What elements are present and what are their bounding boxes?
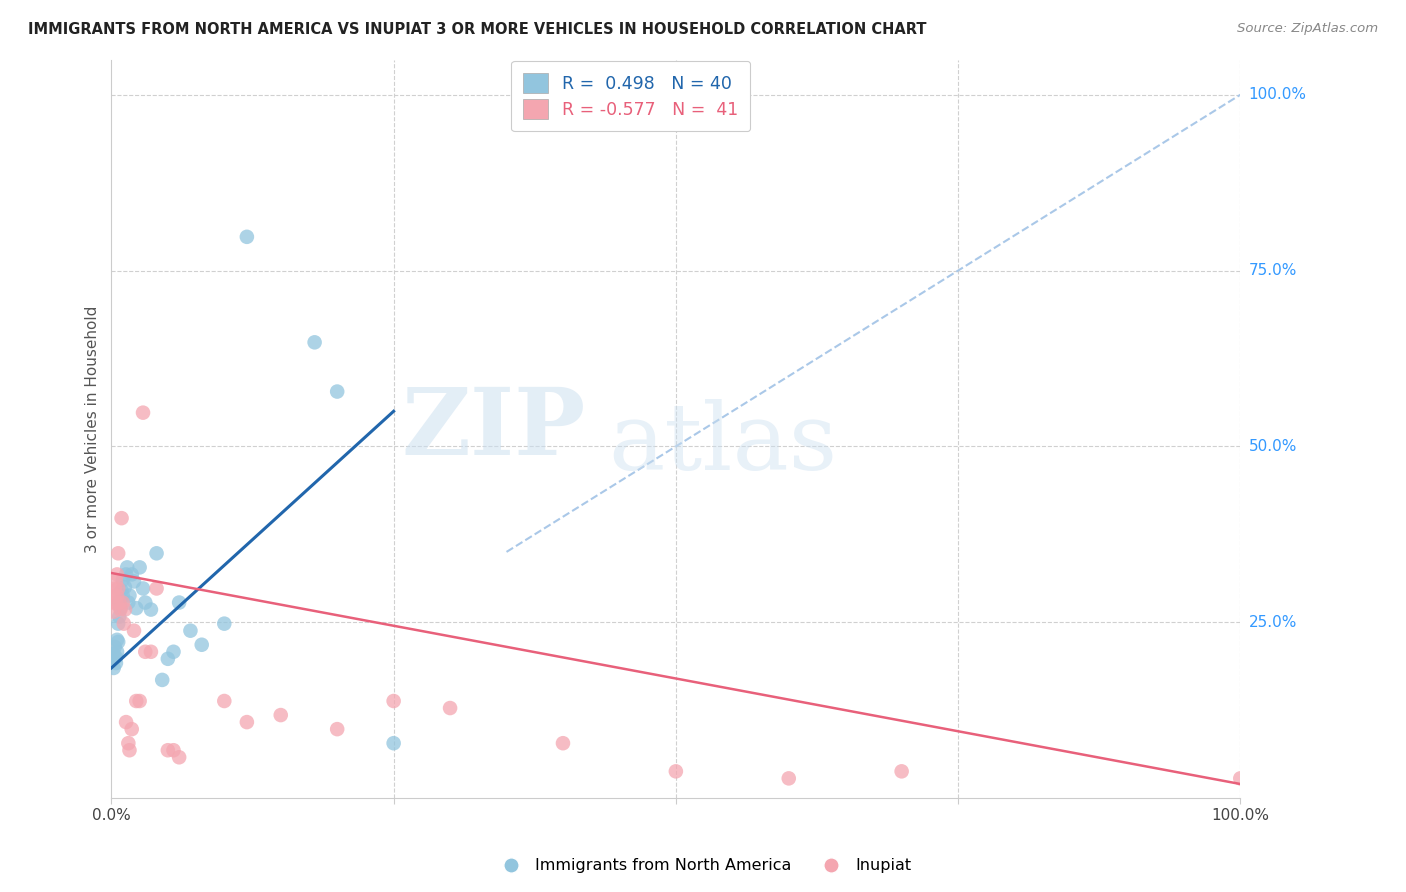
Text: 25.0%: 25.0% (1249, 615, 1296, 630)
Point (190, 638, 212, 652)
Point (778, 772, 800, 786)
Point (101, 596, 124, 610)
Point (162, 743, 184, 757)
Text: 100.0%: 100.0% (1249, 87, 1306, 103)
Point (107, 582, 129, 596)
Point (108, 596, 131, 610)
Point (179, 624, 201, 638)
Point (145, 546, 167, 560)
Point (104, 640, 127, 654)
Point (104, 650, 127, 665)
Point (145, 582, 167, 596)
Point (439, 701, 461, 715)
Point (150, 673, 173, 687)
Point (115, 560, 138, 574)
Point (110, 602, 132, 616)
Text: IMMIGRANTS FROM NORTH AMERICA VS INUPIAT 3 OR MORE VEHICLES IN HOUSEHOLD CORRELA: IMMIGRANTS FROM NORTH AMERICA VS INUPIAT… (28, 22, 927, 37)
Point (125, 694, 148, 708)
Point (121, 567, 143, 582)
Point (167, 596, 190, 610)
Point (101, 654, 124, 668)
Point (156, 652, 179, 666)
Point (121, 722, 143, 736)
Point (114, 602, 136, 616)
Point (103, 647, 125, 661)
Point (105, 632, 128, 647)
Point (214, 616, 236, 631)
Point (125, 601, 148, 615)
Point (105, 567, 128, 582)
Text: atlas: atlas (609, 399, 838, 489)
Point (108, 609, 131, 624)
Text: 75.0%: 75.0% (1249, 263, 1296, 278)
Point (104, 656, 127, 670)
Point (114, 580, 136, 594)
Point (118, 743, 141, 757)
Point (139, 645, 162, 659)
Point (326, 384, 349, 399)
Point (108, 596, 131, 610)
Point (122, 574, 145, 589)
Point (105, 589, 128, 603)
Point (103, 661, 125, 675)
Point (103, 589, 125, 603)
Point (110, 511, 132, 525)
Point (167, 750, 190, 764)
Point (118, 589, 141, 603)
Point (112, 616, 135, 631)
Text: ZIP: ZIP (401, 384, 585, 474)
Point (236, 230, 259, 244)
Y-axis label: 3 or more Vehicles in Household: 3 or more Vehicles in Household (86, 305, 100, 552)
Text: 50.0%: 50.0% (1249, 439, 1296, 454)
Point (382, 694, 405, 708)
Point (162, 645, 184, 659)
Point (117, 596, 139, 610)
Point (551, 736, 574, 750)
Point (1229, 772, 1251, 786)
Point (103, 605, 125, 619)
Point (107, 546, 129, 560)
Point (115, 567, 138, 582)
Point (890, 764, 912, 779)
Point (122, 624, 145, 638)
Point (326, 722, 349, 736)
Point (128, 694, 150, 708)
Point (110, 583, 132, 598)
Point (115, 715, 138, 730)
Text: Source: ZipAtlas.com: Source: ZipAtlas.com (1237, 22, 1378, 36)
Point (214, 694, 236, 708)
Point (107, 635, 129, 649)
Point (382, 736, 405, 750)
Point (107, 616, 129, 631)
Point (111, 573, 134, 587)
Point (304, 335, 326, 350)
Point (270, 708, 292, 723)
Legend: R =  0.498   N = 40, R = -0.577   N =  41: R = 0.498 N = 40, R = -0.577 N = 41 (512, 61, 749, 131)
Point (134, 596, 156, 610)
Point (117, 736, 139, 750)
Point (665, 764, 688, 779)
Point (104, 582, 127, 596)
Point (236, 715, 259, 730)
Point (104, 574, 127, 589)
Point (105, 645, 128, 659)
Point (132, 582, 155, 596)
Point (132, 406, 155, 420)
Point (110, 601, 132, 615)
Point (134, 645, 156, 659)
Point (128, 560, 150, 574)
Point (156, 743, 179, 757)
Point (111, 589, 134, 603)
Legend: Immigrants from North America, Inupiat: Immigrants from North America, Inupiat (488, 852, 918, 880)
Point (139, 602, 162, 616)
Point (111, 596, 134, 610)
Point (104, 596, 127, 610)
